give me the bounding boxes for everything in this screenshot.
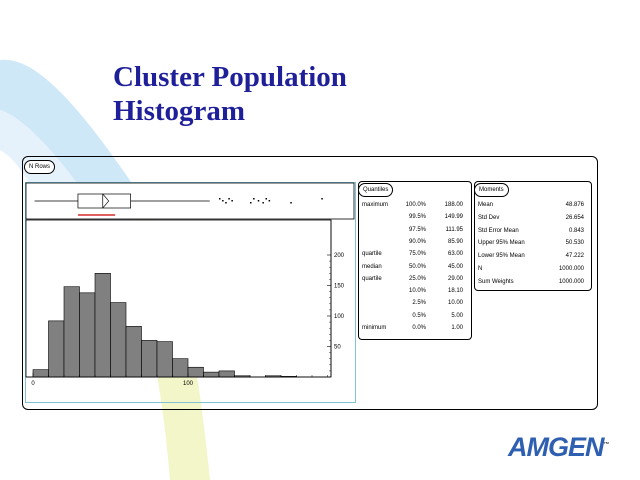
histogram-chart: 50 100 150 200 0 100 — [25, 182, 356, 403]
quantile-percent: 97.5% — [408, 226, 426, 233]
boxplot-outlier — [219, 198, 221, 200]
quantile-value: 10.00 — [447, 300, 463, 307]
histogram-bar — [48, 320, 65, 378]
quantiles-tab[interactable]: Quantiles — [358, 183, 394, 197]
quantile-percent: 0.0% — [412, 325, 426, 331]
chart-frame — [25, 182, 356, 403]
analysis-panel — [22, 156, 598, 410]
x-tick-label: 0 — [31, 381, 35, 387]
moment-value: 1000.000 — [558, 278, 584, 285]
histogram-bar — [156, 341, 173, 378]
x-tick-label: 100 — [183, 381, 194, 387]
logo-text: AMGEN — [508, 432, 604, 462]
histogram-bar — [94, 273, 111, 378]
quantile-value: 63.00 — [447, 251, 463, 258]
quantile-percent: 25.0% — [408, 275, 426, 282]
quantile-value: 149.99 — [444, 214, 463, 221]
quantile-percent: 50.0% — [408, 263, 426, 270]
quantile-percent: 75.0% — [408, 251, 426, 258]
moment-value: 26.654 — [565, 214, 584, 221]
boxplot-outlier — [290, 202, 292, 204]
quantile-value: 45.00 — [447, 263, 463, 270]
boxplot-outlier — [250, 202, 252, 204]
moment-label: Mean — [478, 202, 494, 208]
histogram-bar — [63, 286, 80, 378]
y-tick-label: 100 — [334, 314, 345, 320]
boxplot-mean-diamond — [102, 193, 110, 209]
quantile-value: 5.00 — [451, 312, 463, 319]
amgen-logo: AMGEN™ — [508, 432, 610, 463]
moment-label: Std Error Mean — [478, 227, 519, 234]
moment-label: Upper 95% Mean — [478, 240, 525, 247]
quantile-value: 85.90 — [447, 238, 463, 245]
quantile-value: 18.10 — [447, 288, 463, 295]
moment-value: 1000.000 — [558, 266, 584, 272]
boxplot-outlier — [253, 198, 255, 200]
boxplot-outlier — [268, 200, 271, 202]
quantile-value: 188.00 — [444, 202, 463, 208]
moment-label: Std Dev — [478, 214, 500, 221]
moment-value: 50.530 — [565, 240, 584, 247]
histogram-bar — [125, 326, 142, 378]
quantile-label: quartile — [362, 275, 382, 282]
histogram-bar — [218, 370, 235, 378]
histogram-bar — [141, 340, 158, 378]
quantile-percent: 10.0% — [408, 288, 426, 295]
moment-label: N — [478, 266, 483, 272]
boxplot-outlier — [225, 202, 227, 204]
boxplot-outlier — [321, 198, 323, 200]
boxplot-box — [77, 193, 132, 209]
slide-title: Cluster Population Histogram — [113, 60, 347, 128]
histogram-bar — [32, 369, 49, 378]
y-tick-label: 150 — [334, 284, 345, 290]
moments-tab[interactable]: Moments — [474, 183, 509, 197]
title-line-2: Histogram — [113, 95, 246, 127]
quantile-percent: 90.0% — [408, 238, 426, 245]
quantiles-box — [358, 181, 472, 340]
boxplot-outlier — [265, 198, 267, 200]
histogram-bar — [203, 371, 220, 378]
y-tick-label: 200 — [334, 253, 345, 259]
quantile-percent: 0.5% — [412, 312, 426, 319]
quantile-percent: 99.5% — [408, 214, 426, 221]
logo-trademark: ™ — [603, 442, 610, 448]
histogram-bar — [172, 358, 189, 378]
histogram-bar — [110, 302, 127, 378]
y-tick-label: 50 — [334, 345, 341, 351]
boxplot-outlier — [262, 202, 264, 204]
quantile-value: 111.95 — [445, 226, 463, 233]
moment-value: 0.843 — [568, 227, 584, 234]
histogram-bar — [187, 366, 204, 378]
boxplot-outlier — [222, 200, 224, 202]
quantile-label: maximum — [362, 202, 389, 208]
quantile-label: median — [362, 263, 382, 270]
boxplot-outlier — [231, 200, 233, 202]
boxplot-outlier — [257, 200, 260, 202]
moment-label: Lower 95% Mean — [478, 253, 525, 260]
boxplot-outlier — [228, 198, 230, 200]
quantile-value: 1.00 — [451, 325, 463, 331]
title-line-1: Cluster Population — [113, 61, 347, 93]
moments-box — [474, 181, 592, 291]
quantile-label: minimum — [362, 325, 387, 331]
n-rows-tab[interactable]: N Rows — [24, 160, 56, 174]
quantile-percent: 2.5% — [412, 300, 426, 307]
histogram-bar — [79, 292, 96, 378]
quantile-percent: 100.0% — [405, 202, 426, 208]
moment-value: 47.222 — [565, 253, 584, 260]
moment-label: Sum Weights — [478, 278, 514, 285]
quantile-label: quartile — [362, 251, 382, 258]
quantile-value: 29.00 — [447, 275, 463, 282]
moment-value: 48.876 — [565, 202, 584, 208]
